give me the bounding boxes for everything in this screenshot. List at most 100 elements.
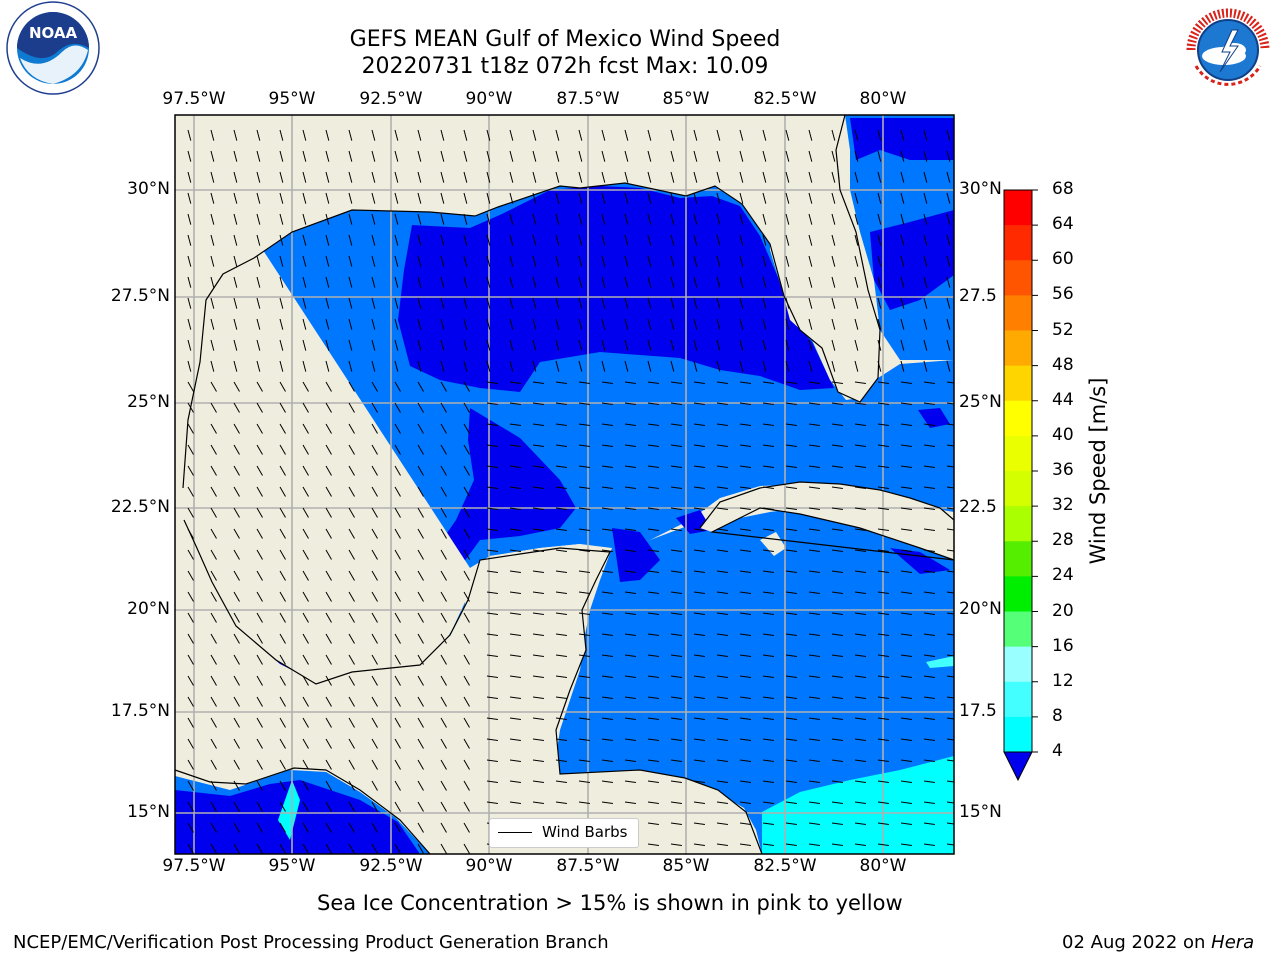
wind-barb	[900, 675, 912, 678]
wind-barb	[440, 843, 447, 854]
wind-barb	[463, 255, 468, 267]
wind-barb	[923, 402, 935, 405]
wind-barb	[854, 570, 866, 573]
wind-barb	[693, 675, 705, 678]
wind-barb	[578, 423, 590, 426]
wind-barb	[670, 150, 675, 162]
wind-barb	[693, 234, 698, 246]
wind-barb	[486, 213, 491, 225]
low-wind-region	[175, 780, 420, 854]
wind-barb	[302, 381, 309, 392]
lon-label-top: 87.5°W	[556, 89, 620, 109]
wind-barb	[463, 654, 470, 665]
moderate-wind-region	[926, 656, 954, 668]
wind-barb	[210, 759, 217, 770]
wind-barb	[624, 549, 636, 552]
wind-barb	[532, 591, 544, 594]
wind-barb	[854, 381, 866, 384]
wind-barb	[739, 381, 751, 384]
colorbar-tick-label: 20	[1052, 600, 1074, 621]
wind-barb	[647, 717, 659, 720]
wind-barb	[601, 801, 613, 804]
wind-barb	[808, 738, 820, 741]
wind-barb	[256, 255, 261, 267]
wind-barb	[486, 297, 491, 309]
wind-barb	[877, 171, 882, 183]
wind-barb	[900, 612, 912, 615]
lon-label-bottom: 87.5°W	[556, 856, 620, 876]
wind-barb	[348, 465, 355, 476]
wind-barb	[831, 591, 843, 594]
wind-barb	[670, 759, 682, 762]
wind-barb	[854, 843, 866, 846]
wind-barb	[739, 192, 744, 204]
wind-barb	[325, 318, 330, 330]
wind-barb	[371, 738, 378, 749]
wind-barb	[946, 402, 954, 405]
wind-barb	[555, 612, 567, 615]
wind-barb	[233, 318, 238, 330]
wind-barb	[440, 213, 445, 225]
wind-barb	[325, 654, 332, 665]
wind-barb	[808, 822, 820, 825]
wind-barb	[509, 465, 521, 468]
wind-barb	[302, 633, 309, 644]
yucatan-land	[440, 544, 612, 770]
wind-barb	[348, 360, 353, 372]
wind-barb	[394, 801, 401, 812]
wind-barb	[923, 780, 935, 783]
wind-barb	[854, 591, 866, 594]
wind-barb	[417, 759, 424, 770]
wind-barb	[877, 423, 889, 426]
colorbar-tick-label: 12	[1052, 670, 1074, 691]
wind-barb	[440, 150, 445, 162]
wind-barb	[762, 192, 767, 204]
wind-barb	[877, 717, 889, 720]
wind-barb	[693, 381, 705, 384]
wind-barb	[302, 738, 309, 749]
wind-barb	[371, 780, 378, 791]
wind-barb	[325, 444, 332, 455]
wind-barb	[440, 801, 447, 812]
wind-barb	[302, 423, 309, 434]
wind-barb	[210, 129, 215, 141]
wind-barb	[233, 444, 240, 455]
wind-barb	[210, 381, 217, 392]
wind-barb	[670, 402, 682, 405]
wind-barb	[808, 654, 820, 657]
coastline	[183, 519, 763, 855]
wind-barb	[739, 528, 751, 531]
wind-barb	[302, 297, 307, 309]
lon-label-bottom: 80°W	[859, 856, 907, 876]
wind-barb	[808, 528, 820, 531]
wind-barb	[624, 276, 629, 288]
wind-barb	[210, 402, 217, 413]
wind-barb	[463, 696, 470, 707]
wind-barb	[302, 444, 309, 455]
wind-barb	[486, 738, 498, 741]
wind-barb	[831, 696, 843, 699]
wind-barb	[900, 318, 905, 330]
wind-barb	[670, 423, 682, 426]
wind-barb	[762, 759, 774, 762]
wind-barb	[946, 738, 954, 741]
wind-barb	[808, 213, 813, 225]
wind-barb	[440, 675, 447, 686]
wind-barb	[256, 675, 263, 686]
footer-host: Hera	[1211, 932, 1255, 953]
wind-barb	[647, 738, 659, 741]
wind-barb	[739, 129, 744, 141]
wind-barb	[624, 612, 636, 615]
wind-barb	[946, 675, 954, 678]
wind-barb	[279, 255, 284, 267]
wind-barb	[325, 297, 330, 309]
wind-barb	[601, 192, 606, 204]
wind-barb	[509, 780, 521, 783]
wind-barb	[739, 360, 744, 372]
wind-barb	[233, 780, 240, 791]
wind-barb	[693, 297, 698, 309]
wind-barb	[693, 423, 705, 426]
lon-label-top: 85°W	[662, 89, 710, 109]
wind-barb	[670, 549, 682, 552]
wind-barb	[371, 612, 378, 623]
